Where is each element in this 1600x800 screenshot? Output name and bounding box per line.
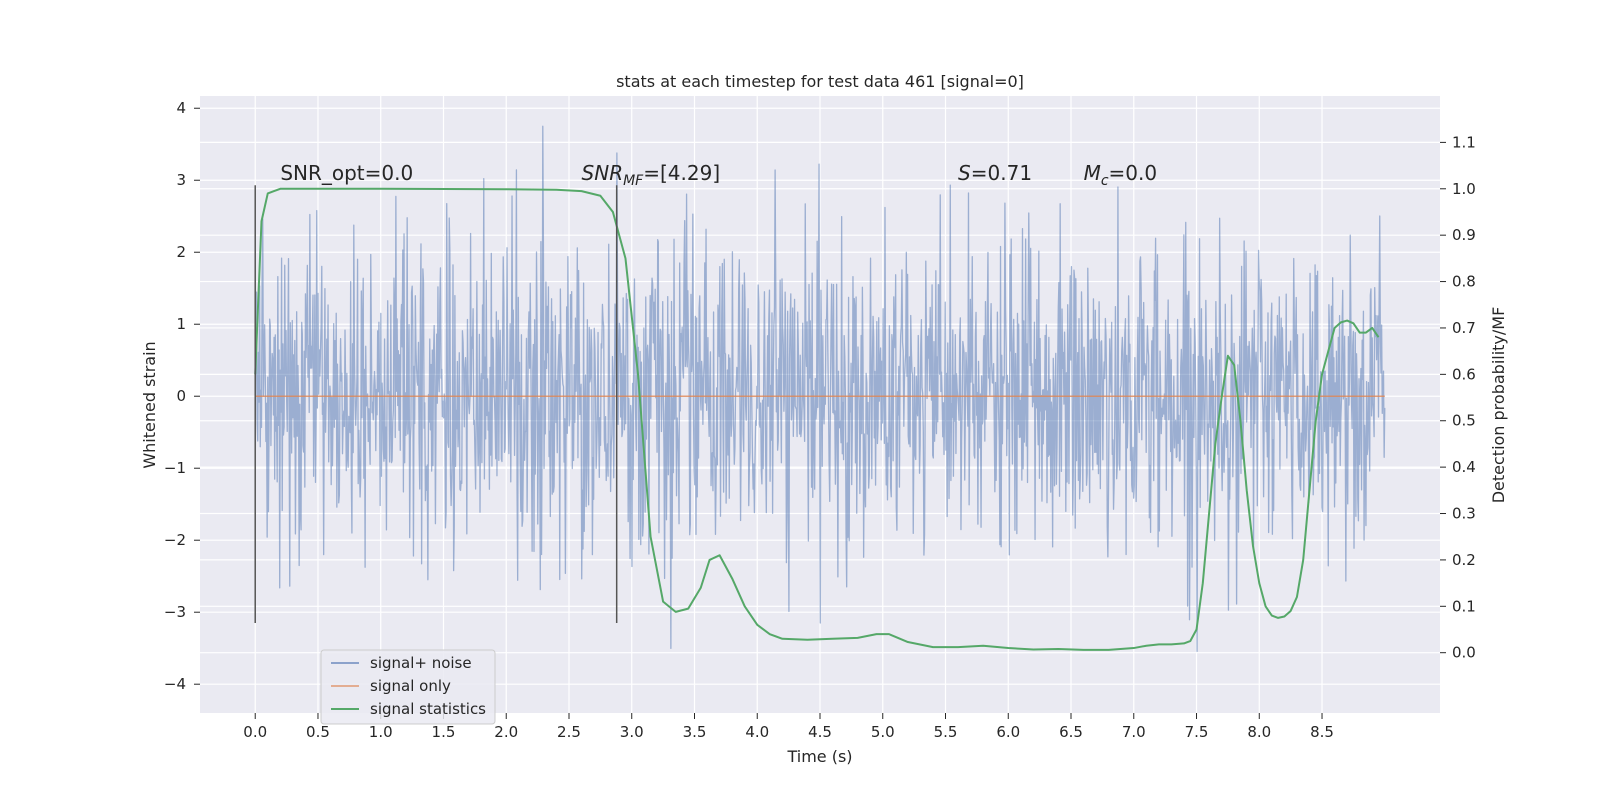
y-right-tick-label-1: 0.1 bbox=[1452, 597, 1476, 615]
y-left-tick-label-8: 4 bbox=[176, 99, 186, 117]
annotation-snr-mf-symbol: SNR bbox=[582, 161, 624, 185]
x-tick-label-5: 2.5 bbox=[557, 723, 581, 741]
series-signal-noise bbox=[254, 125, 1386, 652]
y-axis-right-label: Detection probability/MF bbox=[1489, 307, 1508, 504]
legend-label-signal-noise: signal+ noise bbox=[370, 654, 472, 672]
legend-label-signal-only: signal only bbox=[370, 677, 451, 695]
annotation-snr-mf-subscript: MF bbox=[623, 173, 644, 189]
x-tick-label-10: 5.0 bbox=[871, 723, 895, 741]
y-right-tick-label-7: 0.7 bbox=[1452, 319, 1476, 337]
y-right-tick-label-6: 0.6 bbox=[1452, 365, 1476, 383]
vertical-markers bbox=[254, 185, 618, 624]
chart-title: stats at each timestep for test data 461… bbox=[616, 72, 1024, 91]
annotation-mc-symbol: M bbox=[1084, 161, 1101, 185]
noise-series bbox=[254, 125, 1386, 652]
y-right-tick-label-0: 0.0 bbox=[1452, 644, 1476, 662]
y-right-tick-label-9: 0.9 bbox=[1452, 226, 1476, 244]
y-left-tick-label-5: 1 bbox=[176, 315, 186, 333]
y-left-tick-label-7: 3 bbox=[176, 171, 186, 189]
y-left-tick-label-3: −1 bbox=[164, 459, 186, 477]
annotation-mc-value: =0.0 bbox=[1109, 161, 1158, 185]
y-right-tick-label-4: 0.4 bbox=[1452, 458, 1476, 476]
y-left-tick-label-6: 2 bbox=[176, 243, 186, 261]
x-axis-label: Time (s) bbox=[786, 747, 852, 766]
annotation-s-value: =0.71 bbox=[971, 161, 1032, 185]
x-tick-label-12: 6.0 bbox=[996, 723, 1020, 741]
legend-label-signal-statistics: signal statistics bbox=[370, 700, 486, 718]
annotation-snr-opt: SNR_opt=0.0 bbox=[280, 161, 413, 185]
annotations: SNR_opt=0.0 SNRMF=[4.29] S=0.71 Mc=0.0 bbox=[280, 161, 1157, 189]
legend: signal+ noise signal only signal statist… bbox=[320, 649, 496, 725]
y-right-tick-label-3: 0.3 bbox=[1452, 505, 1476, 523]
y-left-tick-label-0: −4 bbox=[164, 675, 186, 693]
y-left-tick-label-1: −3 bbox=[164, 603, 186, 621]
annotation-mc: Mc=0.0 bbox=[1084, 161, 1158, 189]
annotation-snr-mf: SNRMF=[4.29] bbox=[582, 161, 721, 189]
y-right-tick-label-10: 1.0 bbox=[1452, 180, 1476, 198]
y-right-tick-label-5: 0.5 bbox=[1452, 412, 1476, 430]
x-tick-label-1: 0.5 bbox=[306, 723, 330, 741]
x-tick-label-4: 2.0 bbox=[494, 723, 518, 741]
x-tick-label-0: 0.0 bbox=[243, 723, 267, 741]
y-right-tick-label-11: 1.1 bbox=[1452, 133, 1476, 151]
y-right-tick-label-2: 0.2 bbox=[1452, 551, 1476, 569]
x-tick-label-8: 4.0 bbox=[745, 723, 769, 741]
x-tick-label-3: 1.5 bbox=[432, 723, 456, 741]
annotation-s: S=0.71 bbox=[958, 161, 1032, 185]
x-tick-label-11: 5.5 bbox=[934, 723, 958, 741]
x-tick-label-9: 4.5 bbox=[808, 723, 832, 741]
y-right-tick-label-8: 0.8 bbox=[1452, 273, 1476, 291]
series-signal-statistics bbox=[254, 187, 1380, 651]
legend-box bbox=[320, 649, 496, 725]
x-tick-label-17: 8.5 bbox=[1310, 723, 1334, 741]
axis-ticks: 0.0 0.5 1.0 1.5 2.0 2.5 3.0 3.5 4.0 4.5 5.0 5.5 6.0 6… bbox=[164, 99, 1476, 741]
y-left-tick-label-2: −2 bbox=[164, 531, 186, 549]
annotation-s-symbol: S bbox=[958, 161, 971, 185]
x-tick-label-16: 8.0 bbox=[1247, 723, 1271, 741]
annotation-snr-mf-value: =[4.29] bbox=[643, 161, 720, 185]
y-left-tick-label-4: 0 bbox=[176, 387, 186, 405]
series-layer bbox=[254, 187, 1385, 651]
x-tick-label-13: 6.5 bbox=[1059, 723, 1083, 741]
x-tick-label-6: 3.0 bbox=[620, 723, 644, 741]
x-tick-label-7: 3.5 bbox=[683, 723, 707, 741]
x-tick-label-2: 1.0 bbox=[369, 723, 393, 741]
y-axis-left-label-text: Whitened strain bbox=[140, 341, 159, 468]
x-tick-label-14: 7.0 bbox=[1122, 723, 1146, 741]
x-tick-label-15: 7.5 bbox=[1185, 723, 1209, 741]
annotation-mc-subscript: c bbox=[1101, 173, 1109, 189]
